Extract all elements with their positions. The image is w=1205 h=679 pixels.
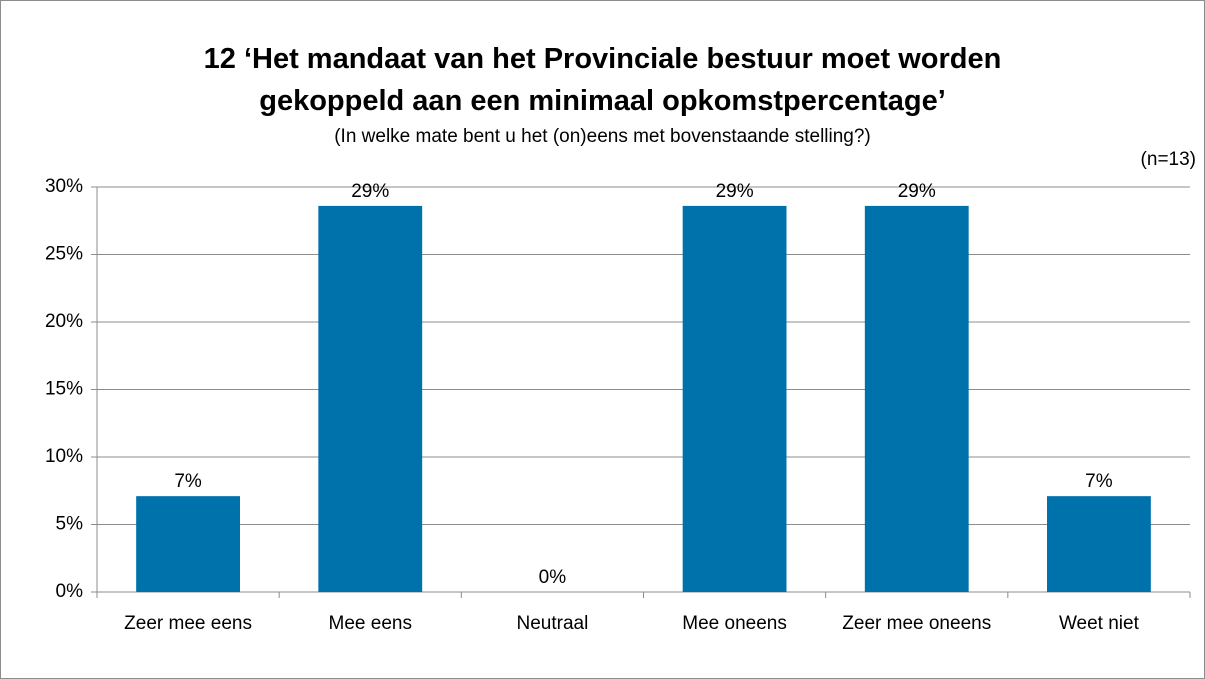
bar	[1046, 496, 1151, 592]
x-tick-label: Zeer mee oneens	[842, 613, 992, 634]
x-tick-label-box: Zeer mee eens	[124, 613, 252, 634]
bar	[136, 496, 241, 592]
x-tick-label: Mee eens	[328, 613, 412, 634]
y-tick-label: 20%	[45, 311, 83, 332]
y-tick-label: 30%	[45, 176, 83, 197]
y-tick-label: 15%	[45, 379, 83, 400]
data-label: 7%	[1085, 471, 1113, 492]
bar	[864, 205, 969, 592]
x-tick-label: Weet niet	[1058, 613, 1139, 634]
data-label: 7%	[174, 471, 202, 492]
annotation: (n=13)	[1141, 149, 1196, 170]
x-tick-label-box: Mee oneens	[682, 613, 787, 634]
bar	[682, 205, 787, 592]
y-tick-label: 10%	[45, 446, 83, 467]
x-tick-label: Zeer mee eens	[124, 613, 252, 634]
data-label: 29%	[898, 181, 936, 202]
data-label: 0%	[539, 567, 567, 588]
chart-subtitle: (In welke mate bent u het (on)eens met b…	[334, 126, 871, 147]
x-tick-label: Neutraal	[516, 613, 589, 634]
chart-title: 12 ‘Het mandaat van het Provinciale best…	[203, 43, 1002, 117]
data-label: 29%	[351, 181, 389, 202]
x-tick-label-box: Mee eens	[328, 613, 412, 634]
y-tick-label: 5%	[56, 514, 84, 535]
x-tick-label-box: Zeer mee oneens	[842, 613, 992, 634]
x-tick-label: Mee oneens	[682, 613, 787, 634]
bar	[318, 205, 423, 592]
data-label: 29%	[716, 181, 754, 202]
y-tick-label: 0%	[56, 581, 84, 602]
x-tick-label-box: Weet niet	[1058, 613, 1139, 634]
y-tick-label: 25%	[45, 244, 83, 265]
x-tick-label-box: Neutraal	[516, 613, 589, 634]
